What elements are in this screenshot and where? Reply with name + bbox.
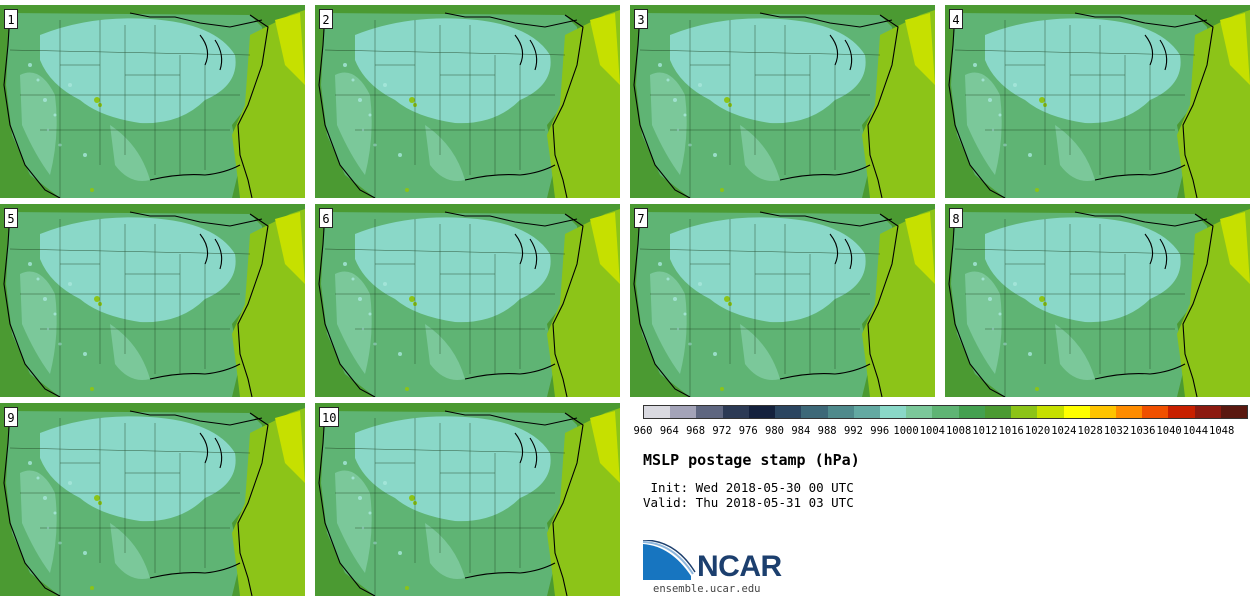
- colorbar-swatch: [696, 406, 723, 418]
- colorbar-tick-label: 1028: [1077, 425, 1103, 437]
- colorbar-swatch: [879, 406, 907, 418]
- colorbar-swatch: [1194, 406, 1221, 418]
- mslp-map: [0, 403, 305, 596]
- mslp-map: [630, 5, 935, 198]
- colorbar-tick-label: 964: [659, 425, 679, 437]
- colorbar-tick-label: 1040: [1156, 425, 1182, 437]
- colorbar-tick-label: 1036: [1130, 425, 1156, 437]
- colorbar-swatch: [827, 406, 854, 418]
- colorbar-swatch: [1037, 406, 1064, 418]
- ncar-logo-text: NCAR: [697, 550, 782, 583]
- member-number-label: 3: [634, 9, 648, 29]
- ensemble-member-map-6: 6: [315, 204, 620, 397]
- colorbar-tick-label: 1016: [998, 425, 1024, 437]
- member-number-label: 7: [634, 208, 648, 228]
- ensemble-member-map-5: 5: [0, 204, 305, 397]
- colorbar-tick-label: 996: [870, 425, 890, 437]
- ensemble-member-map-3: 3: [630, 5, 935, 198]
- colorbar-tick-label: 1044: [1182, 425, 1209, 437]
- member-number-label: 8: [949, 208, 963, 228]
- colorbar-tick-labels: 960 964 968 972 976 980 984 988 992 996 1000 1004 10…: [633, 425, 1253, 439]
- colorbar-swatch: [644, 406, 671, 418]
- mslp-map: [315, 403, 620, 596]
- colorbar-tick-label: 972: [712, 425, 732, 437]
- ensemble-member-map-7: 7: [630, 204, 935, 397]
- member-number-label: 10: [319, 407, 340, 427]
- colorbar-swatch: [1063, 406, 1090, 418]
- member-number-label: 6: [319, 208, 333, 228]
- colorbar-tick-label: 992: [843, 425, 863, 437]
- colorbar-tick-label: 960: [633, 425, 653, 437]
- colorbar-swatch: [906, 406, 933, 418]
- mslp-map: [315, 5, 620, 198]
- colorbar-tick-label: 1004: [919, 425, 945, 437]
- ensemble-member-map-2: 2: [315, 5, 620, 198]
- ensemble-member-map-10: 10: [315, 403, 620, 596]
- colorbar-swatch: [1115, 406, 1143, 418]
- colorbar-swatch: [984, 406, 1012, 418]
- colorbar-swatch: [1168, 406, 1195, 418]
- ensemble-member-map-4: 4: [945, 5, 1250, 198]
- ensemble-member-map-9: 9: [0, 403, 305, 596]
- colorbar-tick-label: 1024: [1051, 425, 1077, 437]
- mslp-map: [945, 5, 1250, 198]
- colorbar-swatch: [801, 406, 828, 418]
- colorbar-swatch: [722, 406, 749, 418]
- mslp-map: [0, 204, 305, 397]
- mslp-map: [0, 5, 305, 198]
- init-time: Init: Wed 2018-05-30 00 UTC: [643, 480, 854, 495]
- colorbar-tick-label: 984: [791, 425, 811, 437]
- mslp-map: [945, 204, 1250, 397]
- ncar-logo: [643, 540, 696, 580]
- colorbar-swatch: [670, 406, 697, 418]
- colorbar-tick-label: 976: [738, 425, 758, 437]
- product-title: MSLP postage stamp (hPa): [643, 451, 860, 469]
- colorbar-tick-label: 1008: [945, 425, 972, 437]
- colorbar-swatch: [853, 406, 880, 418]
- mslp-map: [315, 204, 620, 397]
- pressure-colorbar: [643, 405, 1248, 419]
- member-number-label: 5: [4, 208, 18, 228]
- colorbar-tick-label: 1020: [1024, 425, 1051, 437]
- ensemble-member-map-8: 8: [945, 204, 1250, 397]
- colorbar-swatch: [932, 406, 959, 418]
- colorbar-swatch: [1142, 406, 1169, 418]
- member-number-label: 4: [949, 9, 963, 29]
- colorbar-swatch: [748, 406, 776, 418]
- member-number-label: 9: [4, 407, 18, 427]
- colorbar-tick-label: 968: [686, 425, 706, 437]
- colorbar-tick-label: 1048: [1209, 425, 1235, 437]
- member-number-label: 2: [319, 9, 333, 29]
- site-url[interactable]: ensemble.ucar.edu: [653, 583, 761, 595]
- colorbar-tick-label: 1000: [893, 425, 919, 437]
- colorbar-swatch: [775, 406, 802, 418]
- colorbar-swatch: [958, 406, 985, 418]
- colorbar-tick-label: 1012: [972, 425, 998, 437]
- ensemble-member-map-1: 1: [0, 5, 305, 198]
- valid-time: Valid: Thu 2018-05-31 03 UTC: [643, 495, 854, 510]
- colorbar-tick-label: 980: [765, 425, 784, 437]
- colorbar-tick-label: 1032: [1103, 425, 1130, 437]
- member-number-label: 1: [4, 9, 18, 29]
- colorbar-swatch: [1011, 406, 1038, 418]
- mslp-map: [630, 204, 935, 397]
- colorbar-swatch: [1089, 406, 1116, 418]
- colorbar-tick-label: 988: [817, 425, 837, 437]
- colorbar-swatch: [1220, 406, 1248, 418]
